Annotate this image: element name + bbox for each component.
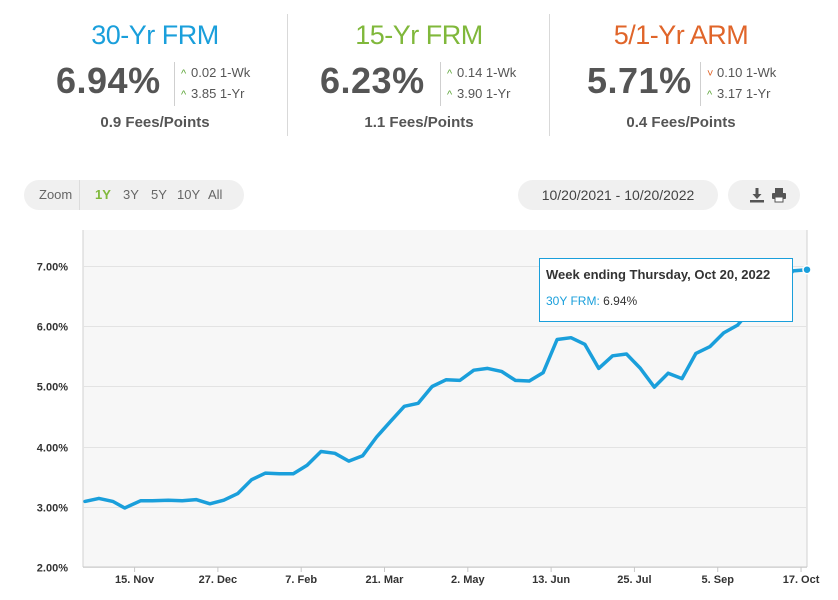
download-icon[interactable]: [749, 187, 765, 203]
chevron-up-icon: ^: [181, 89, 187, 101]
export-tools: [728, 180, 800, 210]
fees-points: 0.9 Fees/Points: [100, 114, 210, 131]
card-title: 15-Yr FRM: [355, 20, 483, 50]
fees-points: 1.1 Fees/Points: [364, 114, 474, 131]
x-tick-label: 2. May: [451, 574, 486, 586]
chevron-up-icon: ^: [707, 89, 713, 101]
x-tick-label: 7. Feb: [285, 574, 317, 586]
tooltip-series-label: 30Y FRM:: [546, 294, 600, 308]
x-tick-label: 17. Oct: [783, 574, 820, 586]
zoom-label: Zoom: [39, 187, 73, 202]
weekly-change: 0.02 1-Wk: [191, 65, 251, 80]
zoom-5y-button[interactable]: 5Y: [151, 187, 167, 202]
x-tick-label: 21. Mar: [366, 574, 405, 586]
rate-card-30yr: 30-Yr FRM 6.94% ^ 0.02 1-Wk ^ 3.85 1-Yr 0.…: [24, 14, 286, 136]
last-point-marker: [802, 264, 812, 275]
chevron-up-icon: ^: [447, 68, 453, 80]
x-tick-label: 13. Jun: [532, 574, 570, 586]
chart-toolbar: Zoom 1Y 3Y 5Y 10Y All 10/20/2021 - 10/20…: [24, 180, 814, 210]
x-tick-label: 5. Sep: [702, 574, 735, 586]
weekly-change: 0.10 1-Wk: [717, 65, 777, 80]
rate-card-5-1-arm: 5/1-Yr ARM 5.71% ˅ 0.10 1-Wk ^ 3.17 1-Yr 0…: [549, 14, 812, 136]
zoom-selector: Zoom 1Y 3Y 5Y 10Y All: [24, 180, 244, 210]
x-tick-label: 27. Dec: [199, 574, 238, 586]
yearly-change: 3.17 1-Yr: [717, 86, 771, 101]
tooltip-heading: Week ending Thursday, Oct 20, 2022: [546, 267, 771, 282]
series-layer: [83, 264, 812, 510]
series-line: [83, 267, 809, 510]
x-tick-label: 15. Nov: [115, 574, 155, 586]
rate-summary-cards: 30-Yr FRM 6.94% ^ 0.02 1-Wk ^ 3.85 1-Yr 0.…: [0, 0, 838, 140]
y-tick-label: 4.00%: [37, 443, 68, 455]
tooltip-value: 6.94%: [603, 294, 638, 308]
zoom-3y-button[interactable]: 3Y: [123, 187, 139, 202]
rate-changes: ˅ 0.10 1-Wk ^ 3.17 1-Yr: [700, 62, 776, 106]
yearly-change: 3.85 1-Yr: [191, 86, 245, 101]
weekly-change: 0.14 1-Wk: [457, 65, 517, 80]
x-axis-labels: 15. Nov 27. Dec 7. Feb 21. Mar 2. May 13. Jun…: [115, 574, 820, 586]
y-tick-label: 3.00%: [37, 503, 68, 515]
print-icon[interactable]: [771, 187, 787, 203]
zoom-1y-button[interactable]: 1Y: [95, 187, 111, 202]
zoom-all-button[interactable]: All: [208, 187, 223, 202]
chart-tooltip: Week ending Thursday, Oct 20, 2022 30Y F…: [539, 258, 793, 322]
rate-value: 5.71%: [587, 60, 692, 101]
fees-points: 0.4 Fees/Points: [626, 114, 736, 131]
date-range-display[interactable]: 10/20/2021 - 10/20/2022: [518, 180, 718, 210]
y-tick-label: 7.00%: [37, 262, 68, 274]
y-tick-label: 6.00%: [37, 322, 68, 334]
rate-value: 6.94%: [56, 60, 161, 101]
rate-value: 6.23%: [320, 60, 425, 101]
rate-changes: ^ 0.14 1-Wk ^ 3.90 1-Yr: [440, 62, 516, 106]
card-title: 5/1-Yr ARM: [613, 20, 749, 50]
y-tick-label: 5.00%: [37, 382, 68, 394]
zoom-10y-button[interactable]: 10Y: [177, 187, 201, 202]
chevron-up-icon: ^: [447, 89, 453, 101]
rate-card-15yr: 15-Yr FRM 6.23% ^ 0.14 1-Wk ^ 3.90 1-Yr 1.…: [287, 14, 550, 136]
chevron-down-icon: ˅: [707, 68, 714, 80]
y-axis-labels: 2.00% 3.00% 4.00% 5.00% 6.00% 7.00%: [37, 262, 68, 575]
yearly-change: 3.90 1-Yr: [457, 86, 511, 101]
card-title: 30-Yr FRM: [91, 20, 219, 50]
rate-changes: ^ 0.02 1-Wk ^ 3.85 1-Yr: [174, 62, 250, 106]
y-tick-label: 2.00%: [37, 563, 68, 575]
x-tick-label: 25. Jul: [617, 574, 651, 586]
chevron-up-icon: ^: [181, 68, 187, 80]
